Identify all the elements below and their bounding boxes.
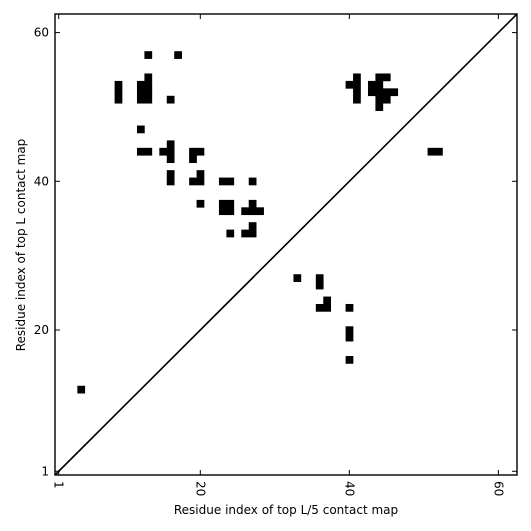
contact-cell-top-l: [323, 303, 332, 312]
contact-cell-top-l5: [427, 147, 436, 156]
contact-cell-top-l5: [166, 95, 175, 104]
contact-cell-top-l5: [367, 80, 376, 89]
contact-cell-top-l5: [218, 207, 227, 216]
y-tick-label: 20: [34, 323, 49, 337]
x-axis-label: Residue index of top L/5 contact map: [174, 503, 398, 517]
contact-cell-top-l5: [196, 199, 205, 208]
contact-cell-top-l: [315, 303, 324, 312]
contact-cell-top-l5: [136, 88, 145, 97]
contact-cell-top-l5: [345, 80, 354, 89]
contact-cell-top-l5: [248, 229, 257, 238]
contact-cell-top-l5: [196, 177, 205, 186]
contact-cell-top-l5: [166, 147, 175, 156]
contact-cell-top-l5: [144, 73, 153, 82]
contact-cell-top-l5: [114, 80, 123, 89]
axis-ticks: 1 20 40 60 1 20 40 60: [34, 14, 517, 496]
contact-cell-top-l5: [226, 229, 235, 238]
contact-cell-top-l5: [375, 103, 384, 111]
contact-cell-top-l5: [390, 88, 399, 97]
contact-cell-top-l5: [114, 88, 123, 97]
contact-cell-top-l: [323, 296, 332, 305]
contact-cell-top-l5: [136, 125, 145, 134]
contact-cell-top-l5: [375, 80, 384, 89]
contact-cell-top-l: [345, 303, 354, 312]
contact-cell-top-l5: [196, 170, 205, 178]
y-tick-label: 1: [41, 464, 49, 478]
contact-cell-top-l5: [144, 88, 153, 97]
contact-cell-top-l5: [248, 222, 257, 230]
contact-cell-top-l: [315, 281, 324, 290]
contact-cell-top-l: [77, 385, 86, 394]
contact-cell-top-l5: [375, 88, 384, 97]
contact-cell-top-l5: [144, 51, 153, 59]
contact-cell-top-l5: [196, 147, 205, 156]
contact-cell-top-l5: [136, 80, 145, 89]
contact-cell-top-l5: [189, 177, 197, 186]
y-tick-label: 40: [34, 174, 49, 188]
contact-cell-top-l5: [353, 95, 361, 104]
x-tick-label: 20: [193, 481, 207, 496]
contact-cell-top-l5: [166, 170, 175, 178]
contact-cell-top-l5: [248, 199, 257, 208]
contact-cell-top-l5: [353, 80, 361, 89]
contact-cell-top-l: [293, 274, 302, 282]
contact-cell-top-l5: [189, 155, 197, 164]
contact-cell-top-l5: [375, 73, 384, 82]
diagonal-line: [54, 13, 518, 476]
contact-cell-top-l5: [226, 199, 235, 208]
x-tick-label: 60: [491, 481, 505, 496]
contact-cell-top-l5: [218, 199, 227, 208]
contact-cell-top-l5: [114, 95, 123, 104]
contact-cell-top-l5: [382, 88, 391, 97]
contact-cell-top-l5: [144, 80, 153, 89]
plot-frame: [54, 13, 518, 476]
contact-cell-top-l5: [218, 177, 227, 186]
y-tick-label: 60: [34, 26, 49, 40]
contact-cell-top-l5: [248, 207, 257, 216]
contact-cell-top-l5: [241, 207, 250, 216]
contact-cell-top-l5: [367, 88, 376, 97]
contact-cell-top-l5: [353, 88, 361, 97]
contact-cells: [77, 51, 443, 394]
contact-cell-top-l5: [382, 73, 391, 82]
contact-cell-top-l5: [248, 177, 257, 186]
contact-cell-top-l5: [189, 147, 197, 156]
contact-cell-top-l5: [226, 207, 235, 216]
contact-cell-top-l5: [174, 51, 182, 59]
x-tick-label: 40: [342, 481, 356, 496]
contact-cell-top-l5: [159, 147, 168, 156]
contact-cell-top-l: [345, 356, 354, 364]
contact-cell-top-l5: [166, 155, 175, 164]
x-tick-label: 1: [52, 481, 66, 489]
contact-cell-top-l5: [382, 95, 391, 104]
contact-cell-top-l5: [144, 95, 153, 104]
contact-cell-top-l5: [144, 147, 153, 156]
contact-cell-top-l5: [256, 207, 264, 216]
contact-cell-top-l5: [375, 95, 384, 104]
contact-cell-top-l5: [136, 147, 145, 156]
contact-cell-top-l5: [435, 147, 443, 156]
contact-cell-top-l5: [166, 177, 175, 186]
contact-cell-top-l: [345, 333, 354, 342]
contact-cell-top-l5: [241, 229, 250, 238]
contact-cell-top-l5: [353, 73, 361, 82]
contact-cell-top-l: [315, 274, 324, 282]
y-axis-label: Residue index of top L contact map: [14, 139, 28, 352]
contact-cell-top-l5: [166, 140, 175, 149]
contact-cell-top-l5: [226, 177, 235, 186]
contact-cell-top-l: [345, 326, 354, 335]
contact-cell-top-l5: [136, 95, 145, 104]
